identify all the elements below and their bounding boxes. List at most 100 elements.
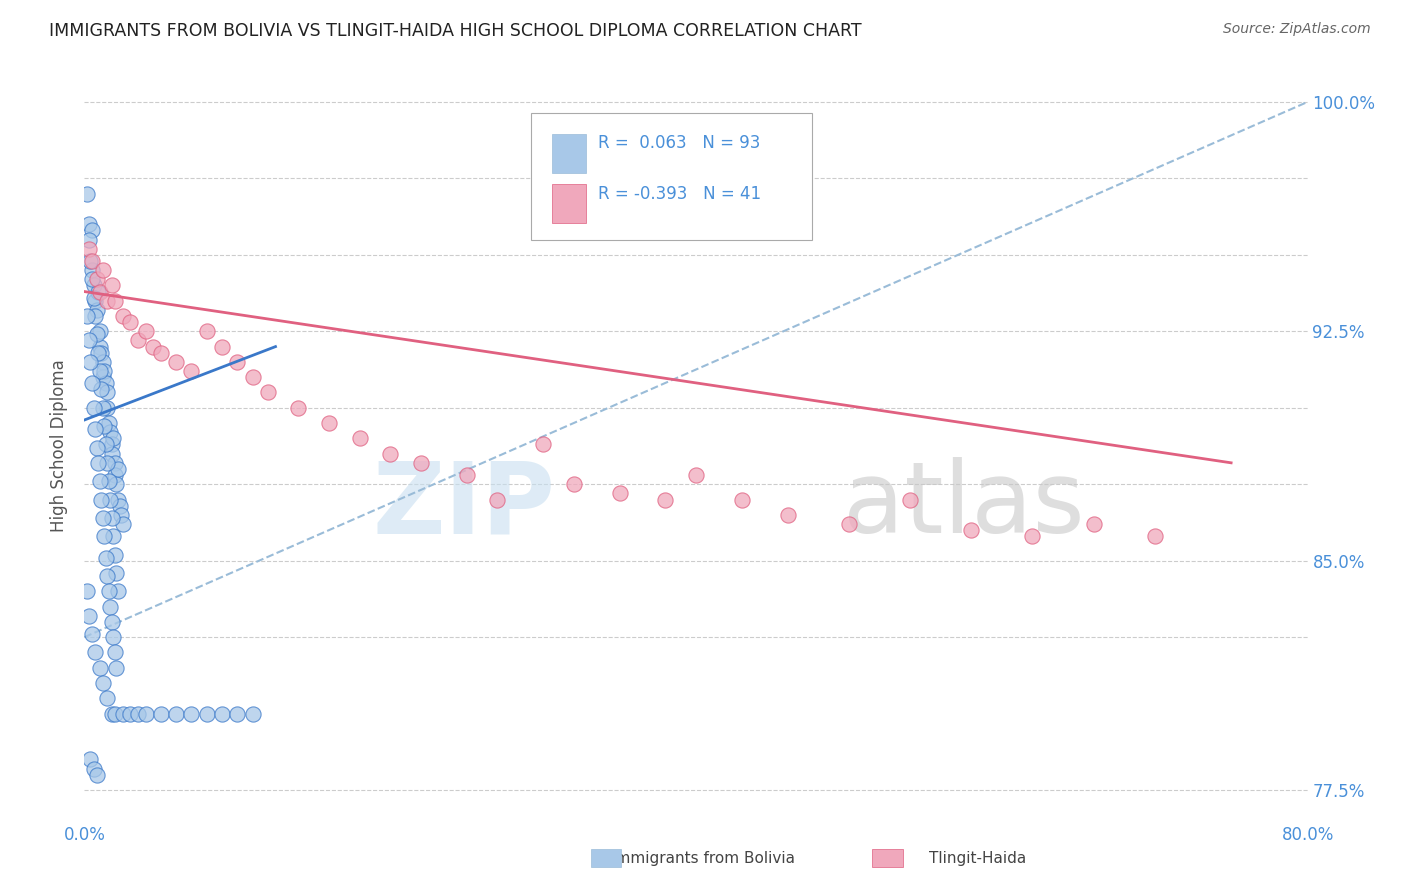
- Point: [86, 272, 108, 286]
- Point: [104, 456, 127, 470]
- Point: [107, 584, 129, 599]
- Point: [101, 706, 124, 721]
- Point: [242, 370, 264, 384]
- Point: [195, 706, 218, 721]
- Point: [94, 437, 117, 451]
- Point: [93, 529, 115, 543]
- Point: [96, 401, 118, 415]
- Point: [96, 385, 118, 400]
- Point: [97, 416, 120, 430]
- Point: [94, 550, 117, 565]
- Point: [90, 492, 112, 507]
- Point: [77, 242, 100, 256]
- Point: [91, 511, 114, 525]
- Point: [654, 492, 676, 507]
- Point: [86, 441, 108, 455]
- Point: [104, 645, 127, 659]
- Point: [318, 416, 340, 430]
- Point: [79, 752, 101, 766]
- Point: [409, 456, 432, 470]
- Point: [80, 223, 103, 237]
- Point: [105, 661, 128, 675]
- Point: [180, 706, 202, 721]
- Point: [83, 291, 105, 305]
- Text: atlas: atlas: [842, 458, 1084, 555]
- Point: [142, 340, 165, 354]
- Point: [562, 477, 585, 491]
- Point: [111, 309, 134, 323]
- Point: [83, 278, 105, 293]
- Point: [89, 324, 111, 338]
- Point: [105, 566, 128, 580]
- Point: [98, 492, 121, 507]
- Bar: [551, 134, 586, 172]
- Point: [87, 456, 110, 470]
- Point: [98, 599, 121, 614]
- Point: [83, 762, 105, 776]
- Point: [83, 401, 105, 415]
- Point: [104, 468, 127, 483]
- Point: [101, 278, 124, 293]
- Point: [685, 468, 707, 483]
- Text: R =  0.063   N = 93: R = 0.063 N = 93: [598, 135, 761, 153]
- Text: IMMIGRANTS FROM BOLIVIA VS TLINGIT-HAIDA HIGH SCHOOL DIPLOMA CORRELATION CHART: IMMIGRANTS FROM BOLIVIA VS TLINGIT-HAIDA…: [49, 22, 862, 40]
- Point: [96, 569, 118, 583]
- Point: [111, 706, 134, 721]
- Point: [531, 437, 554, 451]
- Point: [91, 355, 114, 369]
- Point: [87, 345, 110, 359]
- Point: [91, 676, 114, 690]
- Point: [120, 315, 142, 329]
- Point: [195, 324, 218, 338]
- Point: [105, 477, 128, 491]
- Point: [79, 254, 101, 268]
- Point: [1143, 529, 1166, 543]
- Point: [898, 492, 921, 507]
- Point: [84, 293, 107, 308]
- Point: [486, 492, 509, 507]
- Point: [242, 706, 264, 721]
- Point: [226, 355, 249, 369]
- Point: [98, 425, 121, 440]
- Point: [77, 608, 100, 623]
- FancyBboxPatch shape: [531, 112, 813, 240]
- Point: [90, 345, 112, 359]
- Point: [89, 285, 111, 299]
- Point: [96, 456, 118, 470]
- Point: [89, 364, 111, 378]
- Point: [76, 584, 98, 599]
- Point: [89, 340, 111, 354]
- Point: [731, 492, 754, 507]
- Point: [93, 364, 115, 378]
- Point: [103, 630, 125, 644]
- Point: [96, 293, 118, 308]
- Point: [77, 334, 100, 348]
- Point: [111, 516, 134, 531]
- Point: [456, 468, 478, 483]
- Point: [1083, 516, 1105, 531]
- Point: [257, 385, 280, 400]
- Point: [97, 584, 120, 599]
- Point: [149, 706, 172, 721]
- Point: [135, 706, 157, 721]
- Point: [211, 340, 233, 354]
- Point: [79, 355, 101, 369]
- Point: [101, 511, 124, 525]
- Point: [76, 309, 98, 323]
- Point: [838, 516, 860, 531]
- Point: [108, 499, 131, 513]
- Point: [87, 285, 110, 299]
- Point: [101, 615, 124, 629]
- Point: [107, 492, 129, 507]
- Point: [120, 706, 142, 721]
- Point: [90, 383, 112, 397]
- Point: [103, 431, 125, 445]
- Point: [77, 217, 100, 231]
- Point: [86, 302, 108, 317]
- Point: [80, 376, 103, 391]
- Text: Immigrants from Bolivia: Immigrants from Bolivia: [612, 851, 794, 865]
- Point: [91, 401, 114, 415]
- Point: [91, 263, 114, 277]
- Point: [84, 645, 107, 659]
- Bar: [551, 184, 586, 223]
